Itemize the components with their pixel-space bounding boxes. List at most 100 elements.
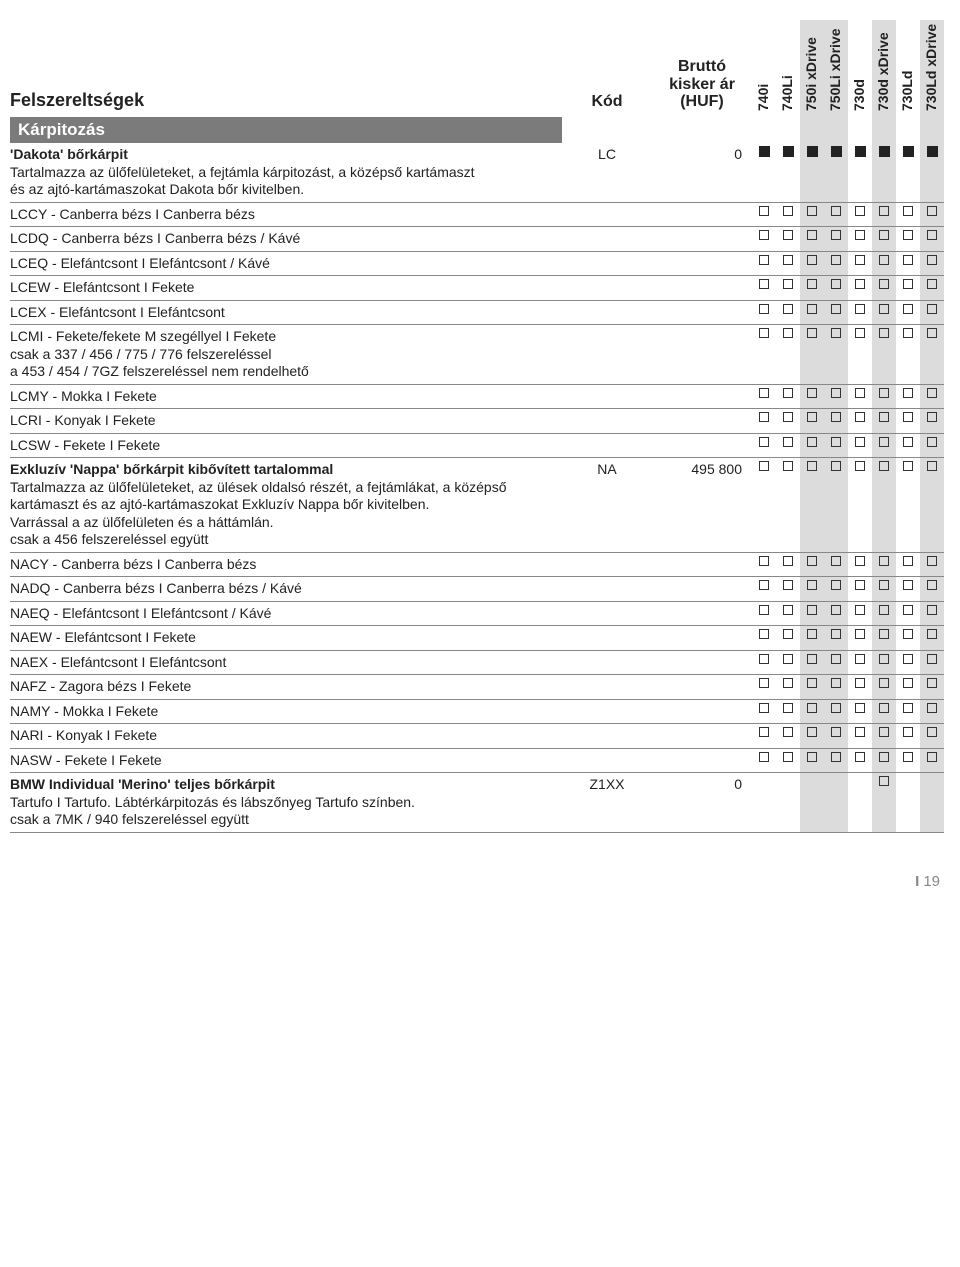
mark-optional-icon	[879, 629, 889, 639]
mark-optional-icon	[903, 703, 913, 713]
table-row: NACY - Canberra bézs I Canberra bézs	[10, 553, 944, 578]
mark-optional-icon	[831, 388, 841, 398]
mark-cell	[752, 678, 776, 688]
mark-optional-icon	[879, 279, 889, 289]
mark-optional-icon	[927, 654, 937, 664]
mark-optional-icon	[903, 629, 913, 639]
cell-marks	[752, 605, 944, 615]
mark-cell	[752, 703, 776, 713]
mark-cell	[848, 437, 872, 447]
mark-cell	[824, 654, 848, 664]
mark-cell	[872, 678, 896, 688]
header-models: 740i740Li750i xDrive750Li xDrive730d730d…	[752, 20, 944, 115]
cell-marks	[752, 727, 944, 737]
mark-optional-icon	[783, 678, 793, 688]
mark-standard-icon	[783, 146, 794, 157]
mark-cell	[920, 776, 944, 786]
mark-cell	[920, 412, 944, 422]
mark-cell	[776, 279, 800, 289]
mark-optional-icon	[807, 255, 817, 265]
mark-cell	[800, 703, 824, 713]
mark-cell	[896, 255, 920, 265]
mark-cell	[824, 580, 848, 590]
table-row: LCRI - Konyak I Fekete	[10, 409, 944, 434]
mark-cell	[848, 304, 872, 314]
mark-cell	[896, 230, 920, 240]
mark-optional-icon	[903, 388, 913, 398]
mark-optional-icon	[927, 437, 937, 447]
mark-cell	[776, 776, 800, 786]
mark-cell	[824, 279, 848, 289]
mark-optional-icon	[855, 752, 865, 762]
model-header: 730d	[848, 20, 872, 115]
mark-optional-icon	[927, 752, 937, 762]
mark-optional-icon	[879, 654, 889, 664]
mark-optional-icon	[783, 279, 793, 289]
mark-optional-icon	[783, 629, 793, 639]
mark-optional-icon	[855, 580, 865, 590]
mark-optional-icon	[807, 461, 817, 471]
mark-cell	[920, 279, 944, 289]
header-name: Felszereltségek	[10, 90, 562, 115]
cell-price: 495 800	[652, 461, 752, 477]
cell-marks	[752, 556, 944, 566]
mark-cell	[848, 328, 872, 338]
equipment-table: Felszereltségek Kód Bruttókisker ár(HUF)…	[10, 20, 944, 833]
table-row: NAEX - Elefántcsont I Elefántcsont	[10, 651, 944, 676]
mark-cell	[848, 776, 872, 786]
mark-optional-icon	[831, 580, 841, 590]
mark-cell	[752, 206, 776, 216]
mark-optional-icon	[783, 605, 793, 615]
mark-optional-icon	[903, 437, 913, 447]
mark-optional-icon	[831, 230, 841, 240]
mark-cell	[800, 437, 824, 447]
mark-cell	[752, 388, 776, 398]
section-title: Kárpitozás	[10, 117, 562, 143]
cell-marks	[752, 654, 944, 664]
mark-optional-icon	[927, 461, 937, 471]
mark-optional-icon	[807, 412, 817, 422]
mark-optional-icon	[759, 255, 769, 265]
mark-optional-icon	[879, 255, 889, 265]
mark-optional-icon	[903, 206, 913, 216]
mark-optional-icon	[783, 304, 793, 314]
cell-marks	[752, 703, 944, 713]
mark-cell	[848, 279, 872, 289]
mark-cell	[920, 580, 944, 590]
cell-name: LCSW - Fekete I Fekete	[10, 437, 562, 455]
cell-name: NAFZ - Zagora bézs I Fekete	[10, 678, 562, 696]
mark-cell	[872, 776, 896, 786]
mark-optional-icon	[759, 388, 769, 398]
mark-optional-icon	[759, 727, 769, 737]
mark-optional-icon	[927, 605, 937, 615]
mark-optional-icon	[783, 328, 793, 338]
mark-standard-icon	[903, 146, 914, 157]
mark-optional-icon	[831, 727, 841, 737]
cell-name: NASW - Fekete I Fekete	[10, 752, 562, 770]
cell-marks	[752, 279, 944, 289]
mark-cell	[872, 727, 896, 737]
mark-cell	[848, 388, 872, 398]
mark-optional-icon	[879, 752, 889, 762]
mark-cell	[896, 388, 920, 398]
mark-optional-icon	[927, 727, 937, 737]
mark-optional-icon	[855, 654, 865, 664]
mark-optional-icon	[783, 230, 793, 240]
mark-cell	[800, 556, 824, 566]
mark-cell	[800, 654, 824, 664]
mark-cell	[872, 206, 896, 216]
mark-optional-icon	[807, 304, 817, 314]
mark-optional-icon	[807, 605, 817, 615]
mark-cell	[896, 412, 920, 422]
cell-marks	[752, 580, 944, 590]
mark-optional-icon	[879, 580, 889, 590]
mark-optional-icon	[927, 703, 937, 713]
mark-optional-icon	[759, 279, 769, 289]
table-row: NASW - Fekete I Fekete	[10, 749, 944, 774]
mark-optional-icon	[759, 580, 769, 590]
mark-optional-icon	[927, 230, 937, 240]
mark-optional-icon	[759, 752, 769, 762]
mark-cell	[752, 605, 776, 615]
mark-cell	[896, 146, 920, 157]
table-row: LCCY - Canberra bézs I Canberra bézs	[10, 203, 944, 228]
